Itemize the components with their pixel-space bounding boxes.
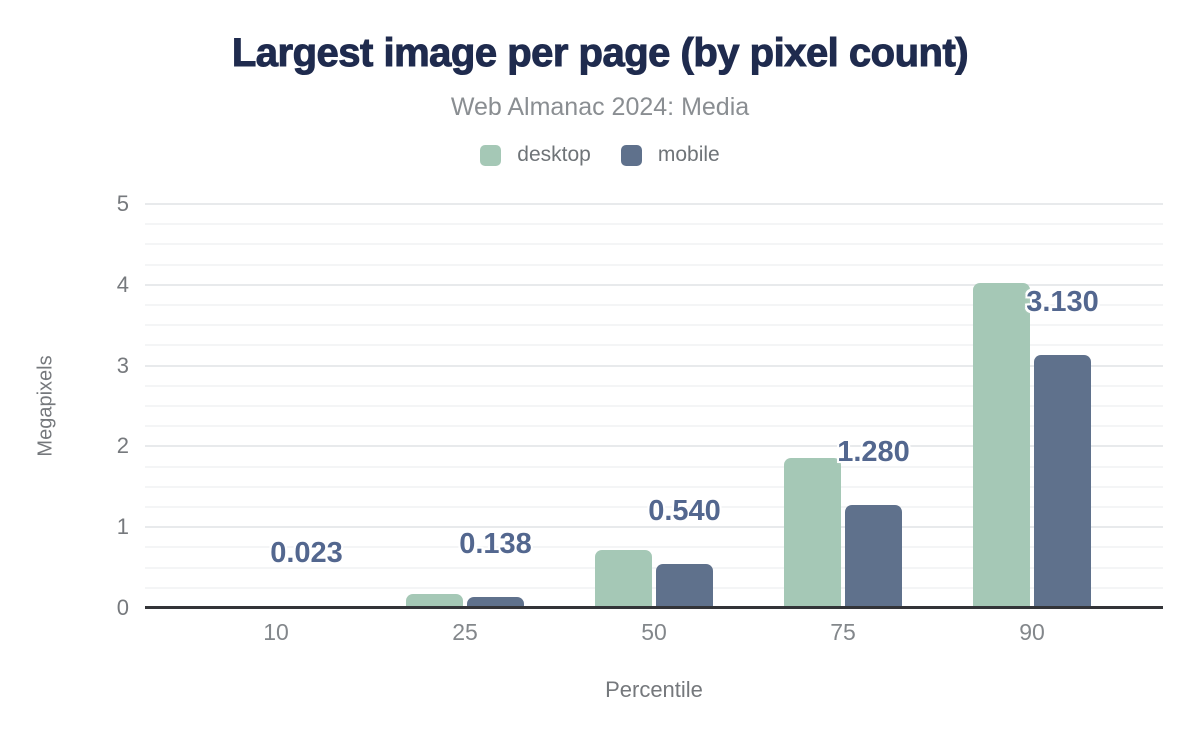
- legend-label-desktop: desktop: [517, 143, 591, 166]
- x-axis-title: Percentile: [605, 677, 703, 702]
- bar-desktop: [784, 457, 841, 608]
- bar-mobile: [656, 564, 713, 608]
- gridline-major: [145, 364, 1163, 367]
- x-tick-label: 90: [1019, 619, 1045, 645]
- gridline-minor: [145, 546, 1163, 549]
- gridline-minor: [145, 566, 1163, 569]
- bar-desktop: [973, 283, 1030, 608]
- x-tick-label: 75: [830, 619, 856, 645]
- x-tick-label: 10: [263, 619, 289, 645]
- y-tick-label: 0: [116, 595, 129, 620]
- gridline-minor: [145, 304, 1163, 306]
- gridline-minor: [145, 586, 1163, 589]
- bar-desktop: [595, 549, 652, 608]
- legend-label-mobile: mobile: [657, 143, 720, 166]
- gridline-minor: [145, 425, 1163, 428]
- x-tick-label: 25: [452, 619, 478, 645]
- gridline-minor: [145, 324, 1163, 327]
- y-tick-label: 5: [116, 191, 129, 216]
- bar-mobile: [467, 596, 524, 608]
- bar-value-label: 0.023: [270, 537, 343, 570]
- chart-subtitle: Web Almanac 2024: Media: [450, 93, 750, 121]
- gridline-minor: [145, 263, 1163, 266]
- y-tick-label: 1: [116, 514, 129, 540]
- gridline-minor: [145, 465, 1163, 468]
- bar-mobile: [1034, 355, 1091, 608]
- plot-area: 0 1 2 3 4 5 10 0.023 25 0.138 50 0.540 75 1.280 90 3.13…: [117, 191, 1163, 645]
- y-tick-label: 4: [116, 271, 129, 297]
- gridline-minor: [145, 384, 1163, 387]
- gridline-major: [145, 526, 1163, 529]
- y-tick-label: 3: [116, 352, 129, 378]
- legend-item-desktop: desktop: [480, 143, 591, 167]
- bar-value-label: 0.138: [459, 527, 532, 560]
- gridline-minor: [145, 485, 1163, 488]
- bar-value-label: 0.540: [648, 495, 721, 528]
- x-tick-label: 50: [641, 619, 667, 645]
- chart-title: Largest image per page (by pixel count): [231, 31, 969, 76]
- gridline-major: [145, 283, 1163, 286]
- gridline-minor: [145, 506, 1163, 508]
- gridline-minor: [145, 243, 1163, 246]
- gridline-major: [145, 203, 1163, 205]
- gridline-minor: [145, 344, 1163, 347]
- bar-mobile: [845, 504, 902, 608]
- x-axis-line: [145, 606, 1163, 609]
- gridline-minor: [145, 223, 1163, 226]
- legend-item-mobile: mobile: [620, 143, 720, 167]
- legend: desktop mobile: [0, 143, 1200, 167]
- bar-desktop: [406, 594, 463, 608]
- gridline-major: [145, 445, 1163, 448]
- y-tick-label: 2: [116, 433, 129, 459]
- y-axis-title: Megapixels: [34, 355, 57, 457]
- bar-value-label: 1.280: [837, 435, 910, 468]
- desktop-swatch-icon: [480, 144, 502, 166]
- bar-value-label: 3.130: [1026, 286, 1099, 319]
- mobile-swatch-icon: [620, 144, 642, 166]
- gridline-minor: [145, 405, 1163, 407]
